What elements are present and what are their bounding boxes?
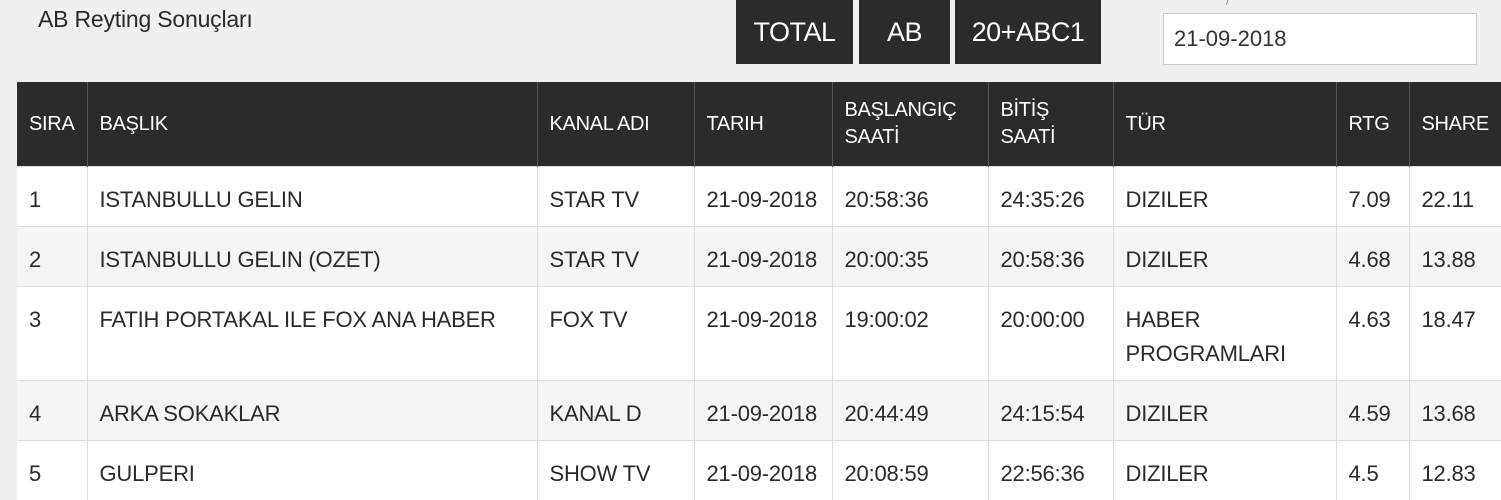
table-header-row: SIRA BAŞLIK KANAL ADI TARIH BAŞLANGIÇ SA… [17,82,1501,167]
cell-baslangic: 20:08:59 [832,441,988,500]
header-sira[interactable]: SIRA [17,82,87,167]
cell-tarih: 21-09-2018 [694,167,832,227]
cell-kanal: STAR TV [537,227,694,287]
cell-share: 13.88 [1409,227,1501,287]
table-row: 1 ISTANBULLU GELIN STAR TV 21-09-2018 20… [17,167,1501,227]
cell-bitis: 20:58:36 [988,227,1113,287]
cell-kanal: FOX TV [537,287,694,381]
cell-tarih: 21-09-2018 [694,381,832,441]
filter-total-button[interactable]: TOTAL [736,0,853,64]
cell-baslik: ISTANBULLU GELIN [87,167,537,227]
cell-rtg: 4.59 [1336,381,1409,441]
filter-20-abc1-button[interactable]: 20+ABC1 [955,0,1101,64]
table-row: 2 ISTANBULLU GELIN (OZET) STAR TV 21-09-… [17,227,1501,287]
cell-sira: 4 [17,381,87,441]
header-baslik[interactable]: BAŞLIK [87,82,537,167]
cell-sira: 3 [17,287,87,381]
table-row: 3 FATIH PORTAKAL ILE FOX ANA HABER FOX T… [17,287,1501,381]
header-bitis-saati[interactable]: BİTİŞ SAATİ [988,82,1113,167]
cell-share: 18.47 [1409,287,1501,381]
header-tur[interactable]: TÜR [1113,82,1336,167]
cell-share: 12.83 [1409,441,1501,500]
cell-share: 13.68 [1409,381,1501,441]
cell-baslik: GULPERI [87,441,537,500]
table-row: 5 GULPERI SHOW TV 21-09-2018 20:08:59 22… [17,441,1501,500]
cell-baslik: FATIH PORTAKAL ILE FOX ANA HABER [87,287,537,381]
header-share[interactable]: SHARE [1409,82,1501,167]
cell-tur: DIZILER [1113,227,1336,287]
cell-tarih: 21-09-2018 [694,441,832,500]
header-tarih[interactable]: TARIH [694,82,832,167]
table-row: 4 ARKA SOKAKLAR KANAL D 21-09-2018 20:44… [17,381,1501,441]
cell-kanal: SHOW TV [537,441,694,500]
cell-baslangic: 20:44:49 [832,381,988,441]
cell-share: 22.11 [1409,167,1501,227]
cell-baslangic: 20:00:35 [832,227,988,287]
cell-rtg: 7.09 [1336,167,1409,227]
cell-kanal: STAR TV [537,167,694,227]
cell-bitis: 24:35:26 [988,167,1113,227]
ratings-table: SIRA BAŞLIK KANAL ADI TARIH BAŞLANGIÇ SA… [17,82,1501,500]
cell-sira: 2 [17,227,87,287]
cell-bitis: 22:56:36 [988,441,1113,500]
header-baslangic-saati[interactable]: BAŞLANGIÇ SAATİ [832,82,988,167]
date-input[interactable] [1163,13,1477,65]
cell-tur: DIZILER [1113,381,1336,441]
cell-baslangic: 20:58:36 [832,167,988,227]
cell-rtg: 4.5 [1336,441,1409,500]
cell-baslik: ARKA SOKAKLAR [87,381,537,441]
header-kanal-adi[interactable]: KANAL ADI [537,82,694,167]
filter-ab-button[interactable]: AB [859,0,950,64]
cell-baslangic: 19:00:02 [832,287,988,381]
cell-tur: DIZILER [1113,167,1336,227]
cell-bitis: 20:00:00 [988,287,1113,381]
cell-tarih: 21-09-2018 [694,227,832,287]
header-rtg[interactable]: RTG [1336,82,1409,167]
cell-tur: DIZILER [1113,441,1336,500]
cell-rtg: 4.63 [1336,287,1409,381]
cell-tarih: 21-09-2018 [694,287,832,381]
cell-sira: 1 [17,167,87,227]
cell-baslik: ISTANBULLU GELIN (OZET) [87,227,537,287]
date-field-caption: / [1226,0,1229,8]
cell-sira: 5 [17,441,87,500]
cell-tur: HABER PROGRAMLARI [1113,287,1336,381]
cell-kanal: KANAL D [537,381,694,441]
page-title: AB Reyting Sonuçları [38,6,253,33]
cell-bitis: 24:15:54 [988,381,1113,441]
cell-rtg: 4.68 [1336,227,1409,287]
